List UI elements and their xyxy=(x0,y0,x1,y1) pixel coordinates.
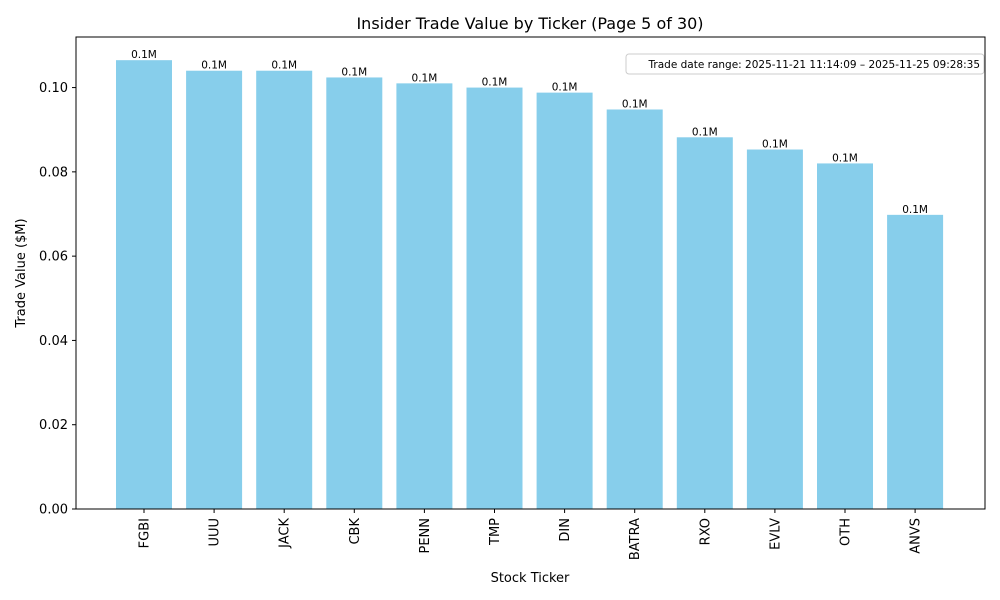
bar-penn xyxy=(396,83,453,509)
bar-rxo xyxy=(676,137,733,510)
data-labels-group: 0.1M 0.1M 0.1M 0.1M 0.1M 0.1M 0.1M 0.1M 0.1M 0.1M… xyxy=(131,49,928,216)
data-label-jack: 0.1M xyxy=(271,60,297,72)
y-tick-label: 0.08 xyxy=(39,165,68,180)
bar-uuu xyxy=(186,70,243,509)
annotation-box xyxy=(625,53,985,75)
plot-frame xyxy=(75,36,986,510)
data-label-oth: 0.1M xyxy=(832,152,858,164)
y-axis-label: Trade Value ($M) xyxy=(14,218,29,328)
bar-evlv xyxy=(746,149,803,509)
y-tick-label: 0.06 xyxy=(39,250,68,265)
y-tick-label: 0.02 xyxy=(39,418,68,433)
x-tick-label-penn: PENN xyxy=(418,518,433,554)
x-axis: FGBI UUU JACK CBK PENN TMP DIN BATRA RXO EVLV OTH A… xyxy=(138,509,924,560)
y-axis: 0.00 0.02 0.04 0.06 0.08 0.10 xyxy=(39,81,76,518)
data-label-tmp: 0.1M xyxy=(482,77,508,89)
bar-jack xyxy=(256,70,313,509)
date-range-annotation: Trade date range: 2025-11-21 11:14:09 – … xyxy=(648,59,980,71)
data-label-penn: 0.1M xyxy=(412,72,438,84)
x-tick-label-batra: BATRA xyxy=(628,518,643,560)
x-tick-label-cbk: CBK xyxy=(348,518,363,545)
chart-title: Insider Trade Value by Ticker (Page 5 of… xyxy=(356,14,703,33)
x-tick-label-anvs: ANVS xyxy=(909,518,924,554)
bar-tmp xyxy=(466,87,523,510)
bars-group xyxy=(116,60,944,510)
bar-anvs xyxy=(887,214,944,510)
data-label-cbk: 0.1M xyxy=(341,66,367,78)
x-tick-label-tmp: TMP xyxy=(488,518,503,546)
bar-fgbi xyxy=(116,60,172,510)
data-label-anvs: 0.1M xyxy=(902,204,928,216)
x-tick-label-oth: OTH xyxy=(839,518,854,546)
y-tick-label: 0.10 xyxy=(39,81,68,96)
data-label-din: 0.1M xyxy=(552,82,578,94)
bar-batra xyxy=(606,109,663,509)
bar-oth xyxy=(817,163,873,509)
data-label-rxo: 0.1M xyxy=(692,126,718,138)
x-axis-label: Stock Ticker xyxy=(491,571,570,586)
bar-din xyxy=(536,92,593,509)
x-tick-label-rxo: RXO xyxy=(698,518,713,545)
x-tick-label-jack: JACK xyxy=(278,518,293,549)
y-tick-label: 0.00 xyxy=(39,503,68,518)
data-label-evlv: 0.1M xyxy=(762,139,788,151)
data-label-batra: 0.1M xyxy=(622,98,648,110)
data-label-uuu: 0.1M xyxy=(201,60,227,72)
x-tick-label-din: DIN xyxy=(558,518,573,542)
x-tick-label-evlv: EVLV xyxy=(768,518,783,550)
x-tick-label-fgbi: FGBI xyxy=(138,518,153,548)
y-tick-label: 0.04 xyxy=(39,334,68,349)
bar-cbk xyxy=(326,77,383,509)
data-label-fgbi: 0.1M xyxy=(131,49,157,61)
x-tick-label-uuu: UUU xyxy=(208,518,223,547)
